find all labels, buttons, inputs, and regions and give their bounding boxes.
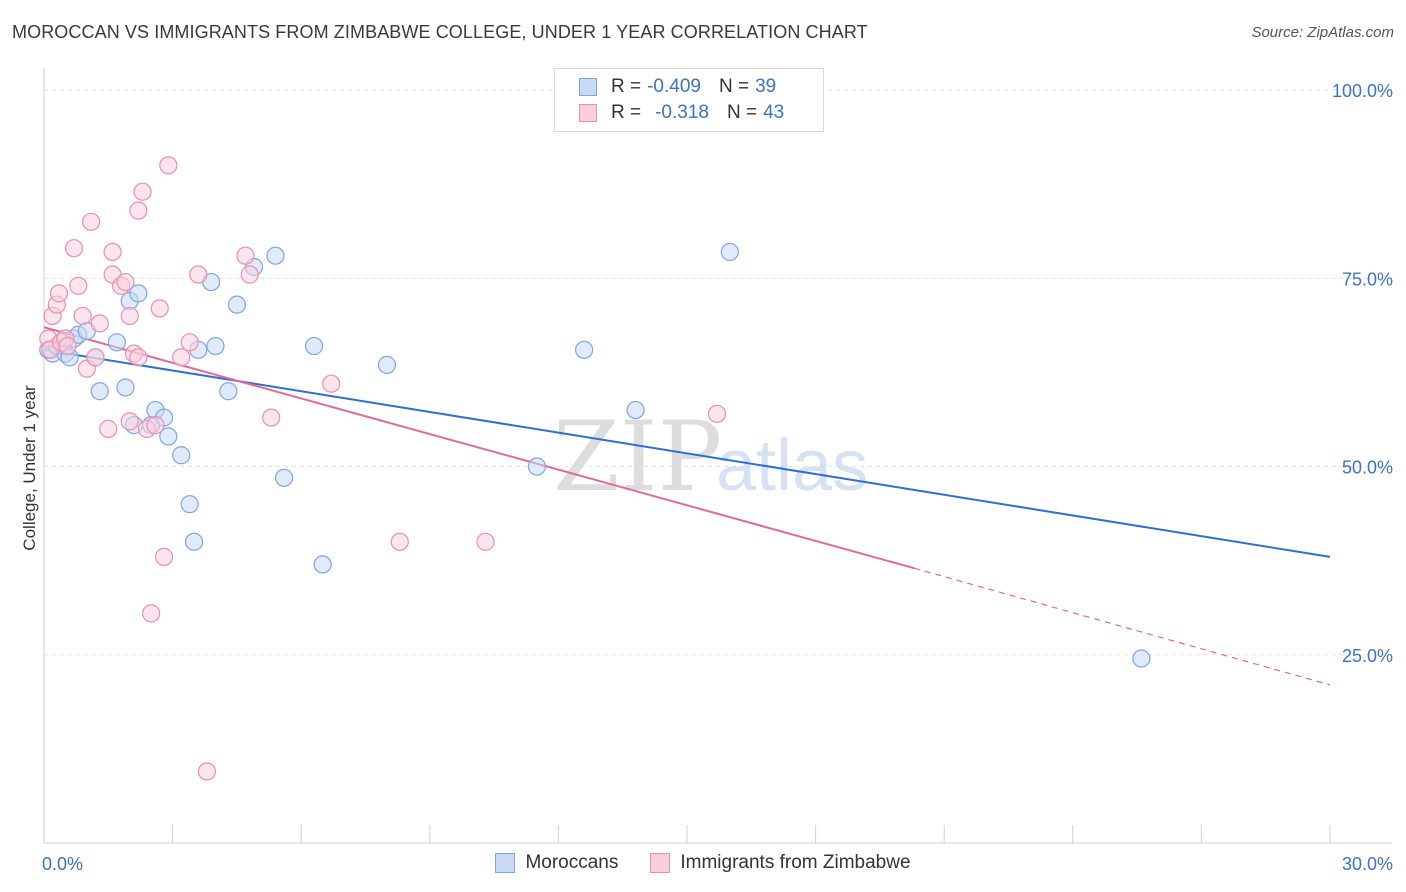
legend-label-moroccans: Moroccans	[525, 852, 619, 873]
moroccan-point	[90, 382, 109, 401]
legend-row-zimbabwe: R = -0.318 N = 43	[579, 101, 784, 125]
moroccan-point	[1132, 649, 1151, 668]
data-points	[39, 156, 1151, 781]
y-tick-label: 100.0%	[1332, 81, 1393, 101]
axes: 25.0% 50.0% 75.0% 100.0% 0.0% 30.0%	[42, 68, 1393, 874]
legend-swatch-pink	[650, 853, 671, 873]
zimbabwe-point	[154, 547, 174, 566]
zimbabwe-point	[129, 201, 148, 220]
zimbabwe-point	[103, 242, 122, 262]
x-tick-label: 30.0%	[1342, 854, 1393, 874]
zimbabwe-point	[133, 182, 152, 201]
zimbabwe-point	[86, 348, 105, 367]
moroccan-point	[227, 295, 246, 314]
legend-r-label: R =	[611, 102, 642, 123]
zimbabwe-point	[142, 604, 161, 623]
moroccan-point	[266, 246, 285, 265]
moroccan-point	[116, 378, 135, 397]
y-axis-label: College, Under 1 year	[20, 385, 39, 551]
legend-swatch-blue	[579, 78, 597, 96]
zimbabwe-trend-extension	[914, 567, 1331, 686]
legend-label-zimbabwe: Immigrants from Zimbabwe	[680, 852, 911, 873]
watermark-zip: ZIP	[553, 401, 722, 513]
correlation-legend: R = -0.409 N = 39 R = -0.318 N = 43	[554, 68, 824, 132]
moroccan-point	[172, 446, 191, 465]
legend-row-moroccans: R = -0.409 N = 39	[579, 75, 776, 99]
zimbabwe-point	[69, 276, 88, 295]
zimbabwe-point	[262, 408, 281, 427]
moroccan-point	[159, 427, 178, 446]
moroccan-point	[720, 242, 739, 262]
zimbabwe-point	[236, 246, 255, 265]
moroccan-point	[219, 382, 238, 401]
zimbabwe-point	[129, 348, 148, 367]
moroccan-point	[180, 495, 199, 514]
zimbabwe-point	[476, 532, 495, 551]
zimbabwe-point	[390, 532, 409, 551]
zimbabwe-point	[116, 272, 135, 292]
zimbabwe-point	[180, 333, 199, 352]
zimbabwe-point	[240, 265, 259, 284]
series-legend: Moroccans Immigrants from Zimbabwe	[0, 852, 1406, 874]
zimbabwe-point	[197, 762, 216, 781]
legend-n-label: N =	[726, 102, 758, 123]
legend-r-value: -0.318	[655, 102, 709, 123]
moroccan-point	[274, 468, 294, 487]
legend-swatch-blue	[495, 853, 516, 873]
zimbabwe-point	[90, 314, 109, 333]
zimbabwe-trend-line	[43, 326, 915, 570]
y-tick-label: 25.0%	[1342, 646, 1393, 666]
zimbabwe-point	[189, 265, 208, 284]
watermark: ZIP atlas	[553, 401, 868, 513]
chart-title: MOROCCAN VS IMMIGRANTS FROM ZIMBABWE COL…	[12, 22, 868, 42]
x-tick-label: 0.0%	[42, 854, 83, 874]
zimbabwe-point	[172, 348, 191, 367]
legend-n-value: 43	[763, 102, 785, 123]
legend-r-value: -0.409	[647, 76, 701, 97]
source-label: Source: ZipAtlas.com	[1251, 24, 1394, 41]
moroccan-point	[304, 336, 324, 356]
zimbabwe-point	[64, 239, 84, 258]
zimbabwe-point	[159, 156, 178, 175]
zimbabwe-point	[120, 306, 139, 326]
zimbabwe-point	[150, 299, 169, 318]
zimbabwe-point	[120, 412, 139, 431]
moroccan-point	[527, 457, 547, 476]
trend-lines	[43, 326, 1331, 686]
legend-item-moroccans[interactable]: Moroccans	[495, 852, 618, 874]
legend-item-zimbabwe[interactable]: Immigrants from Zimbabwe	[650, 852, 911, 874]
zimbabwe-point	[82, 212, 101, 231]
moroccan-point	[313, 555, 332, 574]
y-tick-label: 50.0%	[1342, 458, 1393, 478]
moroccan-point	[184, 532, 204, 551]
moroccan-point	[626, 400, 645, 420]
gridlines	[44, 89, 1392, 656]
watermark-atlas: atlas	[716, 426, 868, 506]
moroccan-point	[575, 340, 594, 359]
legend-swatch-pink	[579, 104, 597, 122]
moroccan-point	[107, 333, 126, 352]
legend-r-label: R =	[611, 76, 642, 97]
moroccan-point	[129, 284, 148, 303]
moroccan-trend-line	[43, 348, 1331, 558]
y-tick-label: 75.0%	[1342, 269, 1393, 289]
legend-n-value: 39	[755, 76, 777, 97]
zimbabwe-point	[49, 284, 69, 303]
zimbabwe-point	[58, 336, 77, 356]
moroccan-point	[206, 336, 225, 356]
moroccan-point	[377, 355, 397, 374]
zimbabwe-point	[707, 404, 727, 423]
zimbabwe-point	[99, 419, 118, 438]
zimbabwe-point	[73, 306, 92, 326]
zimbabwe-point	[146, 416, 165, 435]
legend-n-label: N =	[718, 76, 750, 97]
zimbabwe-point	[322, 374, 341, 393]
